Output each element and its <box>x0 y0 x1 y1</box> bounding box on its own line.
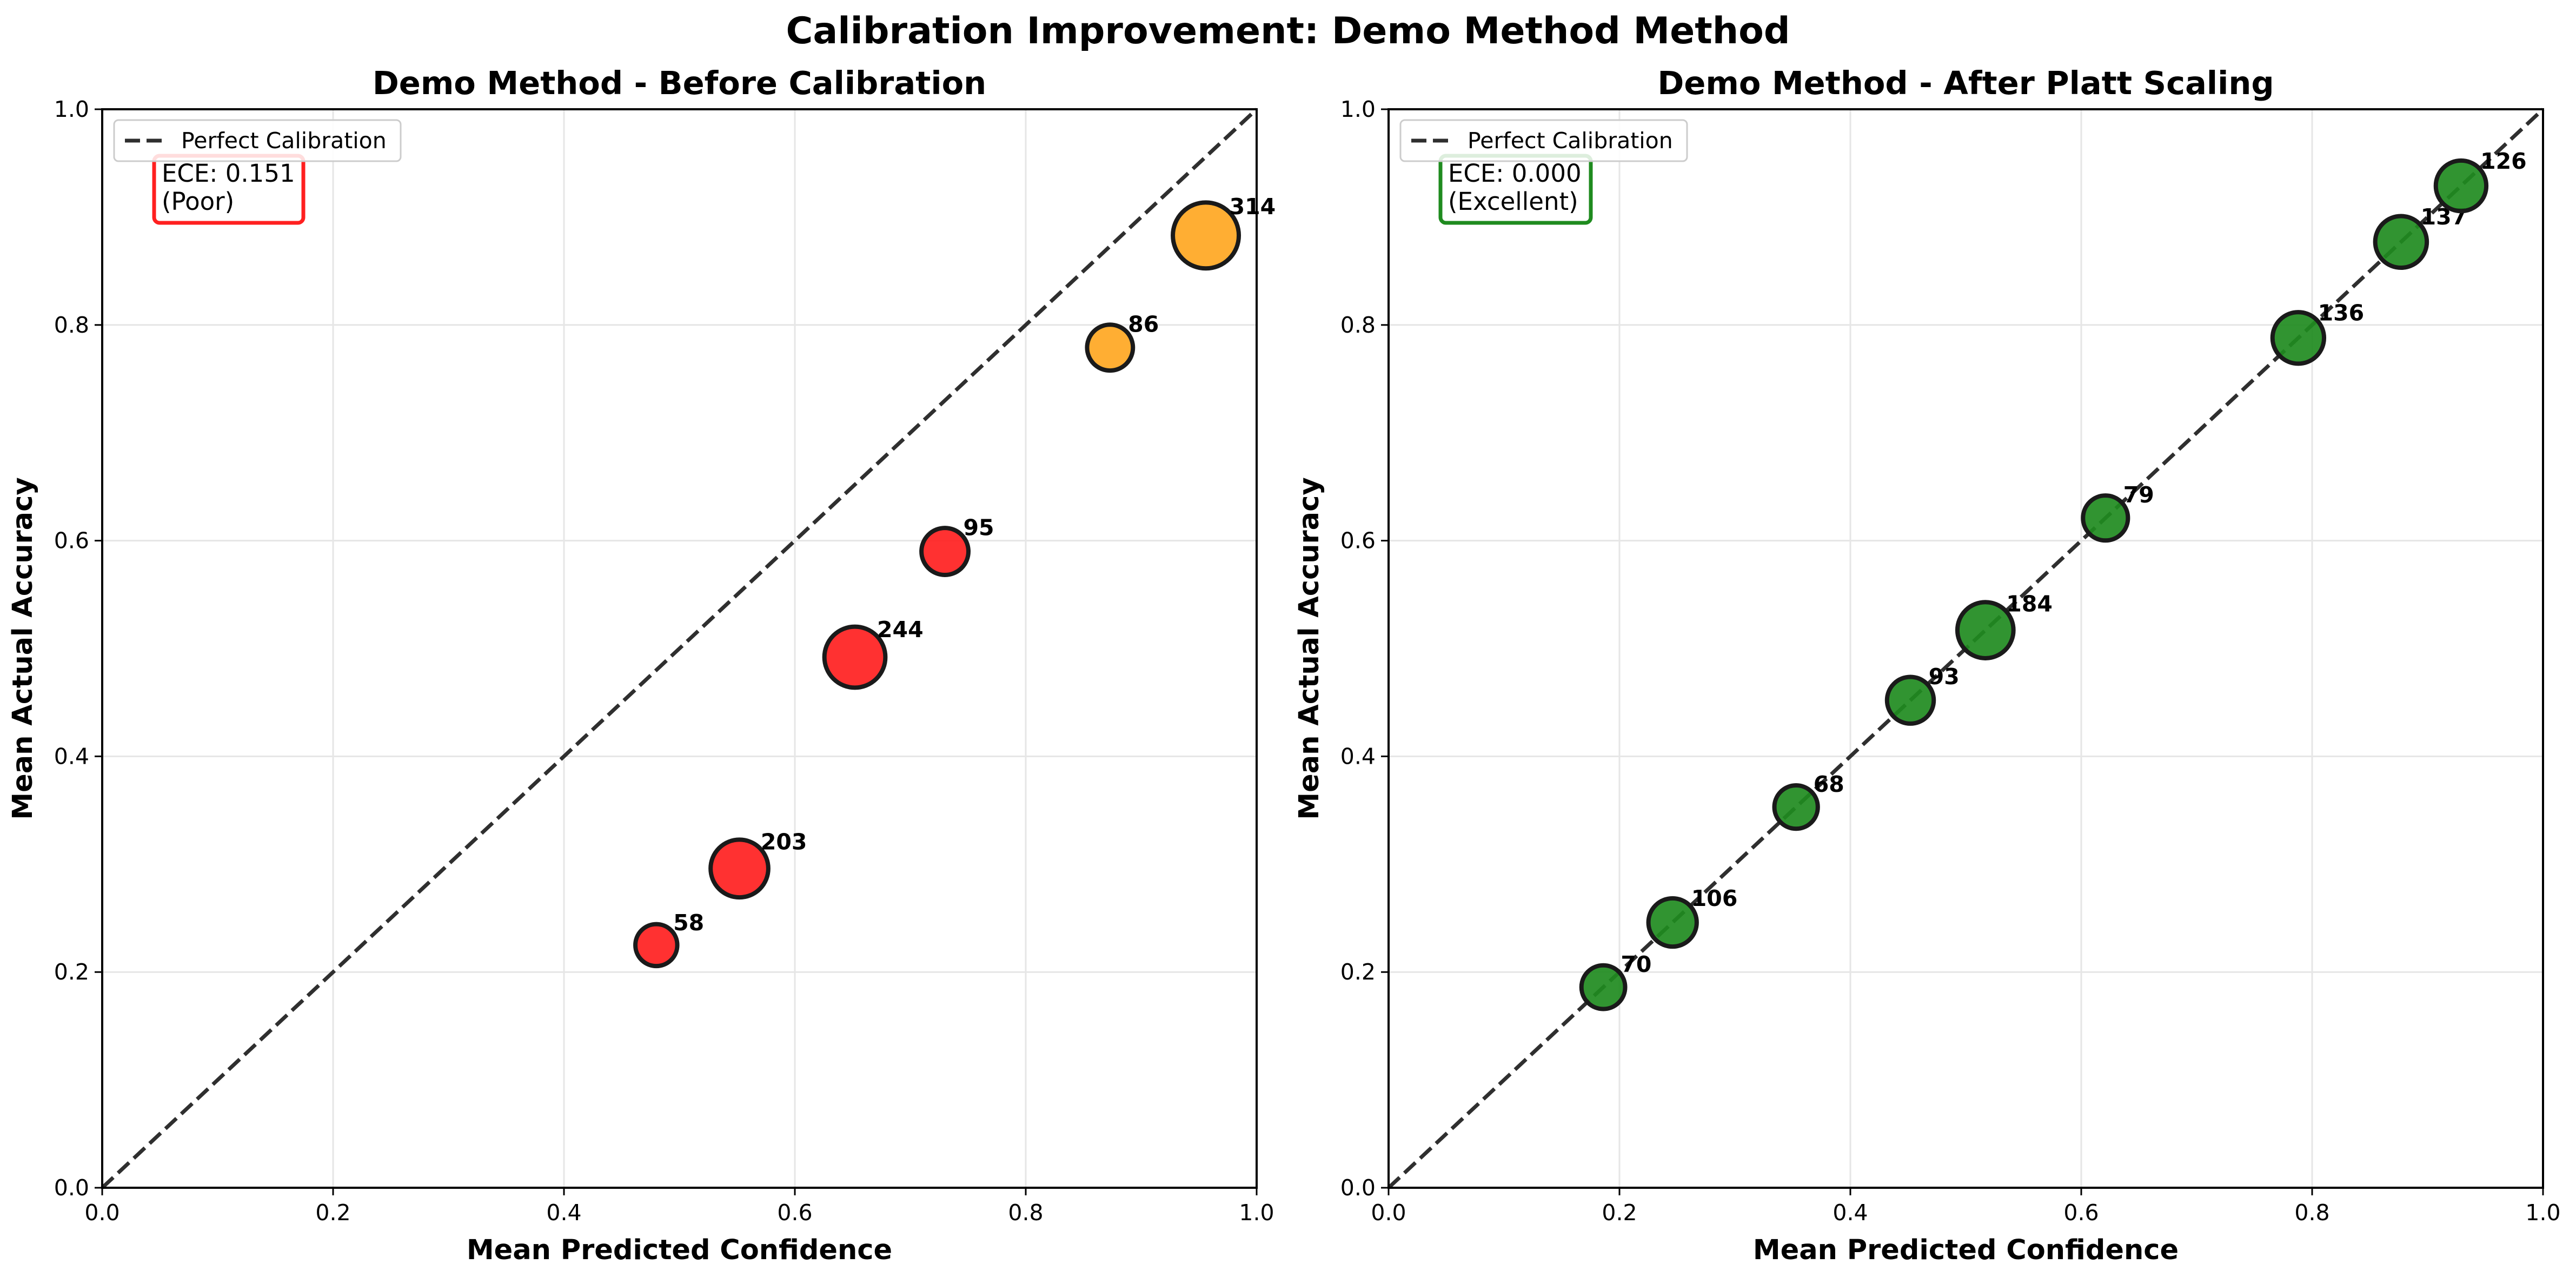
calibration-bin-point <box>2433 158 2489 214</box>
x-axis-label: Mean Predicted Confidence <box>1753 1234 2179 1266</box>
x-tick-label: 0.2 <box>1602 1200 1637 1226</box>
y-axis-label: Mean Actual Accuracy <box>7 477 39 819</box>
bin-count-label: 203 <box>761 829 807 855</box>
legend-label: Perfect Calibration <box>181 128 387 154</box>
bin-count-label: 136 <box>2318 300 2365 326</box>
y-axis-label: Mean Actual Accuracy <box>1293 477 1325 819</box>
ece-annotation-text: ECE: 0.151 (Poor) <box>162 159 295 216</box>
bin-count-label: 126 <box>2480 148 2527 174</box>
y-tick-label: 0.8 <box>54 312 89 338</box>
calibration-bin-point <box>822 624 888 690</box>
bin-count-label: 106 <box>1691 885 1738 911</box>
bin-count-label: 58 <box>673 910 704 936</box>
y-tick-label: 0.6 <box>54 528 89 554</box>
x-tick-label: 1.0 <box>2525 1200 2560 1226</box>
y-tick-label: 0.2 <box>1340 959 1376 985</box>
y-tick-label: 0.4 <box>54 743 89 769</box>
panel-before-calibration: 58 203 244 95 86 314 0.0 0.2 0.4 0.6 0.8 1.0 0.0 0.2 0… <box>7 64 1276 1266</box>
calibration-bin-point <box>1955 600 2016 660</box>
x-tick-label: 0.8 <box>1008 1200 1043 1226</box>
bin-count-label: 86 <box>1128 311 1159 337</box>
y-tick-label: 0.6 <box>1340 528 1376 554</box>
calibration-bin-point <box>2081 493 2130 543</box>
calibration-bin-point <box>708 837 771 900</box>
panel-title: Demo Method - After Platt Scaling <box>1657 64 2274 102</box>
calibration-bin-point <box>919 526 971 577</box>
y-tick-label: 0.8 <box>1340 312 1376 338</box>
x-axis-label: Mean Predicted Confidence <box>467 1234 892 1266</box>
calibration-bin-point <box>2373 214 2429 270</box>
bin-count-label: 95 <box>963 515 994 541</box>
x-tick-label: 0.2 <box>315 1200 350 1226</box>
axes-frame <box>1387 108 2544 1189</box>
bin-count-label: 244 <box>877 617 924 643</box>
calibration-bin-point <box>1772 783 1820 831</box>
bin-count-label: 314 <box>1230 194 1276 220</box>
calibration-bin-point <box>1884 674 1936 726</box>
x-tick-label: 0.4 <box>546 1200 581 1226</box>
bin-count-label: 184 <box>2006 591 2053 617</box>
y-tick-label: 0.0 <box>54 1175 89 1201</box>
axes-frame <box>101 108 1258 1189</box>
calibration-bin-point <box>1085 322 1136 373</box>
perfect-calibration-line <box>101 108 1258 1189</box>
bin-count-label: 70 <box>1621 951 1651 977</box>
legend-label: Perfect Calibration <box>1468 128 1673 154</box>
legend-box <box>113 119 402 162</box>
x-tick-label: 0.6 <box>2063 1200 2099 1226</box>
x-tick-label: 1.0 <box>1239 1200 1274 1226</box>
ece-annotation-text: ECE: 0.000 (Excellent) <box>1448 159 1582 216</box>
x-tick-label: 0.8 <box>2294 1200 2329 1226</box>
legend-box <box>1399 119 1688 162</box>
calibration-bin-point <box>633 922 680 969</box>
bin-count-label: 93 <box>1929 664 1960 690</box>
calibration-bin-point <box>2270 310 2327 366</box>
x-tick-label: 0.0 <box>84 1200 119 1226</box>
x-tick-label: 0.0 <box>1371 1200 1406 1226</box>
y-tick-label: 0.2 <box>54 959 89 985</box>
calibration-bin-point <box>1646 896 1699 949</box>
calibration-bin-point <box>1579 963 1628 1011</box>
figure-title: Calibration Improvement: Demo Method Met… <box>786 10 1790 52</box>
y-tick-label: 0.0 <box>1340 1175 1376 1201</box>
y-tick-label: 1.0 <box>1340 96 1376 122</box>
calibration-bin-point <box>1171 200 1241 271</box>
bin-count-label: 79 <box>2123 482 2154 508</box>
x-tick-label: 0.6 <box>777 1200 812 1226</box>
y-tick-label: 0.4 <box>1340 743 1376 769</box>
x-tick-label: 0.4 <box>1833 1200 1868 1226</box>
y-tick-label: 1.0 <box>54 96 89 122</box>
panel-title: Demo Method - Before Calibration <box>373 64 986 102</box>
bin-count-label: 68 <box>1814 771 1844 797</box>
